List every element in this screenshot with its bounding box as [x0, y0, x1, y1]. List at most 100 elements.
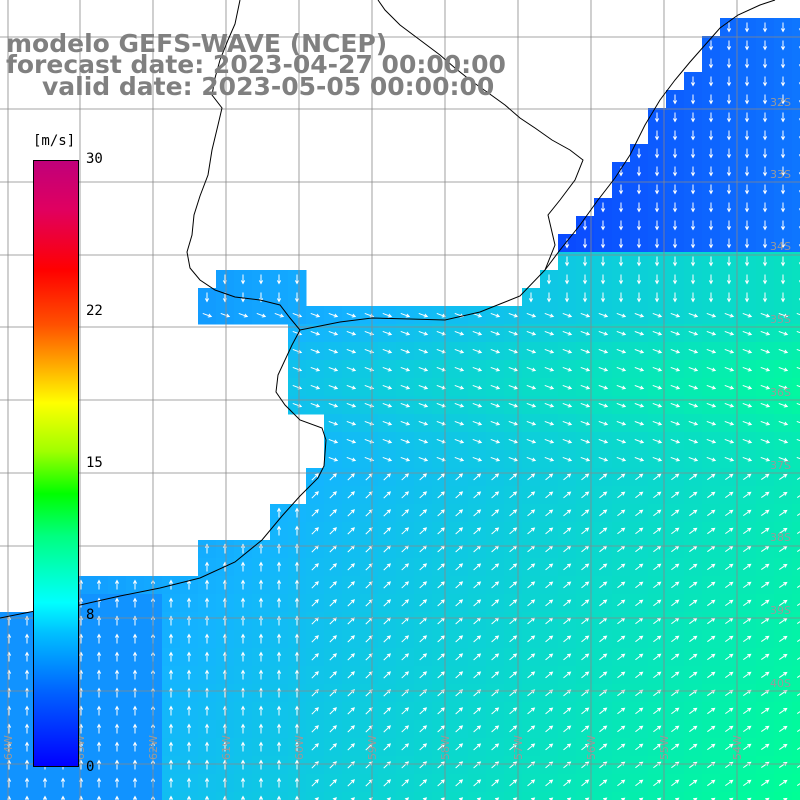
- wind-arrow: [562, 366, 573, 372]
- wind-arrow: [328, 348, 339, 354]
- wind-arrow: [346, 348, 357, 354]
- wind-arrow: [546, 274, 552, 285]
- wind-arrow: [725, 743, 734, 751]
- wind-arrow: [598, 330, 609, 336]
- wind-arrow: [240, 561, 246, 572]
- wind-arrow: [347, 527, 355, 535]
- wind-arrow: [743, 671, 752, 679]
- coastline: [0, 0, 327, 619]
- wind-arrow: [653, 653, 662, 661]
- wind-arrow: [726, 292, 732, 303]
- wind-arrow: [276, 633, 282, 644]
- wind-arrow: [238, 312, 249, 318]
- wind-arrow: [742, 420, 753, 426]
- wind-arrow: [96, 669, 102, 680]
- wind-arrow: [581, 671, 590, 679]
- wind-cell: [792, 774, 800, 793]
- wind-arrow: [310, 348, 321, 354]
- wind-arrow: [458, 797, 464, 800]
- wind-arrow: [780, 238, 786, 249]
- wind-arrow: [401, 671, 410, 679]
- wind-arrow: [762, 40, 768, 51]
- wind-arrow: [639, 797, 644, 800]
- wind-arrow: [240, 795, 246, 800]
- wind-arrow: [744, 22, 750, 33]
- wind-arrow: [797, 729, 800, 732]
- wind-arrow: [526, 366, 537, 372]
- wind-speed-field: [0, 18, 800, 800]
- wind-arrow: [617, 779, 626, 787]
- wind-arrow: [780, 184, 786, 195]
- wind-arrow: [563, 653, 572, 661]
- wind-arrow: [707, 563, 716, 571]
- wind-arrow: [24, 723, 30, 734]
- wind-arrow: [347, 491, 355, 499]
- wind-arrow: [258, 777, 264, 788]
- wind-arrow: [328, 456, 339, 462]
- wind-arrow: [258, 687, 264, 698]
- wind-arrow: [347, 671, 355, 679]
- wind-arrow: [383, 743, 392, 751]
- wind-arrow: [743, 473, 752, 481]
- wind-arrow: [653, 581, 662, 589]
- wind-arrow: [670, 348, 681, 354]
- wind-arrow: [526, 420, 537, 426]
- wind-arrow: [328, 438, 339, 444]
- wind-arrow: [564, 238, 570, 249]
- wind-arrow: [653, 707, 662, 715]
- wind-arrow: [473, 563, 482, 571]
- wind-arrow: [636, 292, 642, 303]
- wind-arrow: [778, 330, 789, 336]
- wind-arrow: [689, 491, 698, 499]
- wind-arrow: [382, 438, 393, 444]
- wind-arrow: [796, 420, 800, 424]
- wind-arrow: [168, 777, 174, 788]
- wind-arrow: [24, 777, 30, 788]
- wind-arrow: [545, 563, 554, 571]
- wind-arrow: [419, 473, 428, 481]
- wind-arrow: [168, 795, 174, 800]
- wind-cell: [792, 180, 800, 199]
- wind-arrow: [581, 509, 590, 517]
- wind-arrow: [653, 599, 662, 607]
- wind-arrow: [437, 707, 446, 715]
- wind-cell: [792, 684, 800, 703]
- wind-arrow: [761, 599, 770, 606]
- wind-arrow: [329, 779, 337, 787]
- wind-arrow: [491, 527, 500, 535]
- wind-arrow: [726, 202, 732, 213]
- wind-arrow: [653, 743, 662, 751]
- wind-arrow: [527, 473, 536, 481]
- wind-arrow: [672, 292, 678, 303]
- wind-arrow: [599, 563, 608, 571]
- wind-arrow: [491, 581, 500, 589]
- wind-arrow: [780, 40, 786, 51]
- wind-arrow: [563, 527, 572, 535]
- wind-cell: [648, 792, 667, 800]
- wind-arrow: [779, 617, 788, 624]
- wind-arrow: [204, 741, 210, 752]
- wind-arrow: [617, 653, 626, 661]
- wind-arrow: [455, 743, 464, 751]
- wind-arrow: [490, 456, 501, 462]
- wind-arrow: [329, 473, 337, 481]
- wind-arrow: [582, 292, 588, 303]
- wind-arrow: [598, 438, 609, 444]
- wind-arrow: [690, 76, 696, 87]
- wind-arrow: [527, 491, 536, 499]
- wind-arrow: [276, 777, 282, 788]
- wind-arrow: [581, 473, 590, 481]
- wind-arrow: [652, 348, 663, 354]
- wind-arrow: [690, 238, 696, 249]
- wind-arrow: [563, 707, 572, 715]
- wind-arrow: [544, 330, 555, 336]
- wind-arrow: [240, 633, 246, 644]
- wind-arrow: [726, 40, 732, 51]
- wind-arrow: [114, 633, 120, 644]
- wind-arrow: [762, 202, 768, 213]
- wind-arrow: [508, 312, 519, 318]
- coastline-uruguay: [299, 0, 584, 331]
- wind-arrow: [762, 148, 768, 159]
- wind-arrow: [581, 491, 590, 499]
